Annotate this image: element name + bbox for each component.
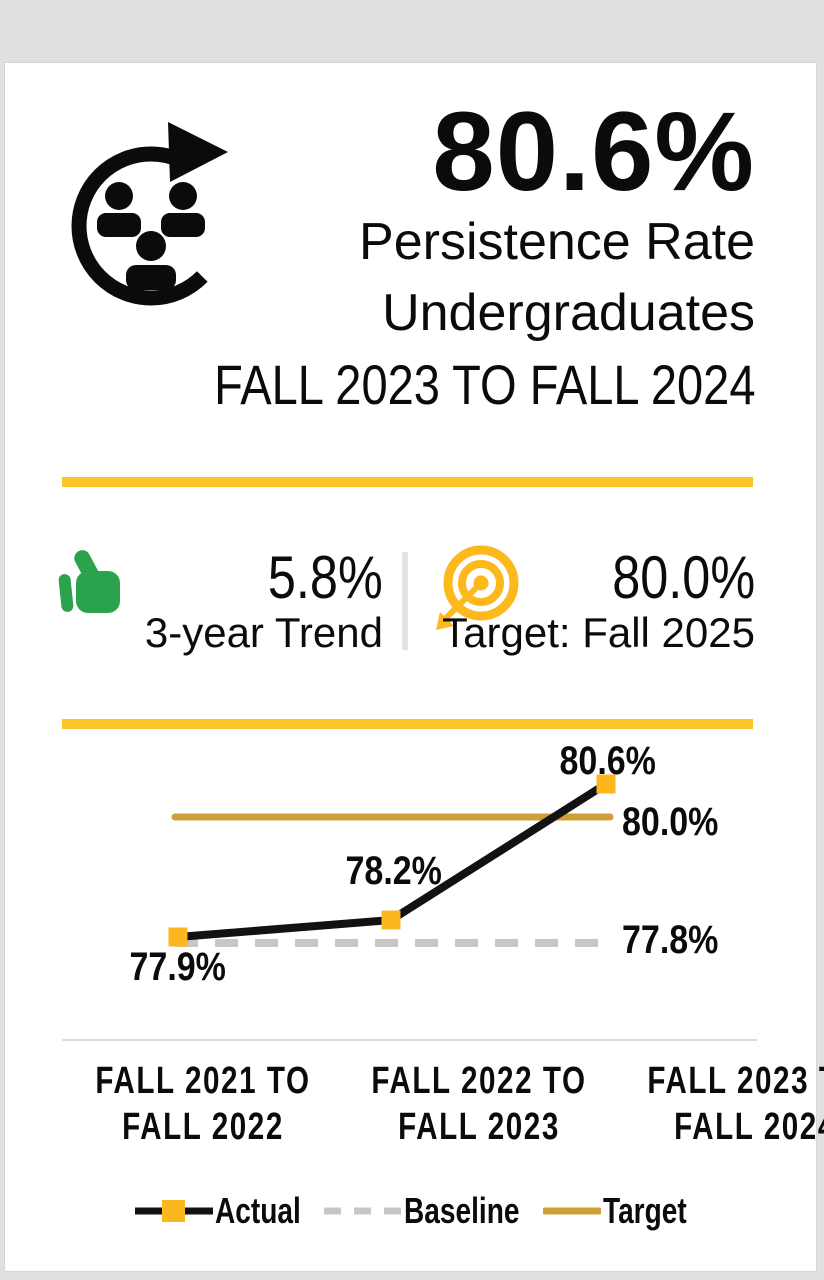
- data-label-actual-3: 80.6%: [559, 739, 657, 783]
- legend-item-target: Target: [543, 1190, 688, 1232]
- person-body: [126, 265, 176, 290]
- axis-rule: [62, 1039, 757, 1041]
- arrow-head: [168, 122, 228, 182]
- person-head: [136, 231, 166, 261]
- target-swatch: [543, 1207, 602, 1215]
- x-axis-labels: FALL 2021 TO FALL 2022 FALL 2022 TO FALL…: [65, 1058, 824, 1150]
- population-name: Undergraduates: [382, 284, 755, 342]
- stats-divider: [402, 552, 408, 650]
- metric-card: [4, 62, 817, 1272]
- axis-label-category-3: FALL 2023 TO FALL 2024: [647, 1060, 824, 1148]
- actual-swatch: [135, 1200, 214, 1222]
- trend-chart: [168, 774, 616, 947]
- data-label-actual-2: 78.2%: [345, 849, 443, 893]
- target-label: Target: Fall 2025: [442, 609, 755, 656]
- metric-name: Persistence Rate: [359, 213, 755, 271]
- person-body: [161, 213, 205, 237]
- arrow-fletching: [436, 612, 454, 630]
- accent-divider-top: [62, 477, 753, 487]
- data-marker-1: [168, 927, 188, 947]
- target-value: 80.0%: [612, 544, 755, 611]
- person-head: [105, 182, 133, 210]
- person-body: [97, 213, 141, 237]
- legend-item-actual: Actual: [135, 1190, 302, 1232]
- baseline-swatch: [324, 1207, 403, 1215]
- data-marker-3: [596, 774, 616, 794]
- period-label: FALL 2023 TO FALL 2024: [213, 353, 755, 416]
- accent-divider-bottom: [62, 719, 753, 729]
- legend-label-baseline: Baseline: [404, 1190, 520, 1231]
- retention-icon: [71, 122, 231, 306]
- trend-label: 3-year Trend: [144, 609, 383, 656]
- chart-legend: Actual Baseline Target: [4, 1186, 817, 1236]
- person-head: [169, 182, 197, 210]
- target-icon: [436, 545, 519, 630]
- headline-value: 80.6%: [432, 89, 755, 214]
- thumbs-up-icon: [58, 550, 120, 613]
- data-label-baseline: 77.8%: [622, 918, 719, 962]
- legend-label-actual: Actual: [215, 1190, 302, 1231]
- cycle-arrow-ring: [71, 146, 231, 306]
- legend-item-baseline: Baseline: [324, 1190, 520, 1232]
- data-label-target: 80.0%: [622, 800, 719, 844]
- axis-label-category-2: FALL 2022 TO FALL 2023: [371, 1060, 587, 1148]
- trend-value: 5.8%: [268, 544, 383, 611]
- legend-label-target: Target: [603, 1190, 688, 1231]
- axis-label-category-1: FALL 2021 TO FALL 2022: [95, 1060, 311, 1148]
- data-marker-2: [381, 910, 401, 930]
- data-label-actual-1: 77.9%: [129, 945, 227, 989]
